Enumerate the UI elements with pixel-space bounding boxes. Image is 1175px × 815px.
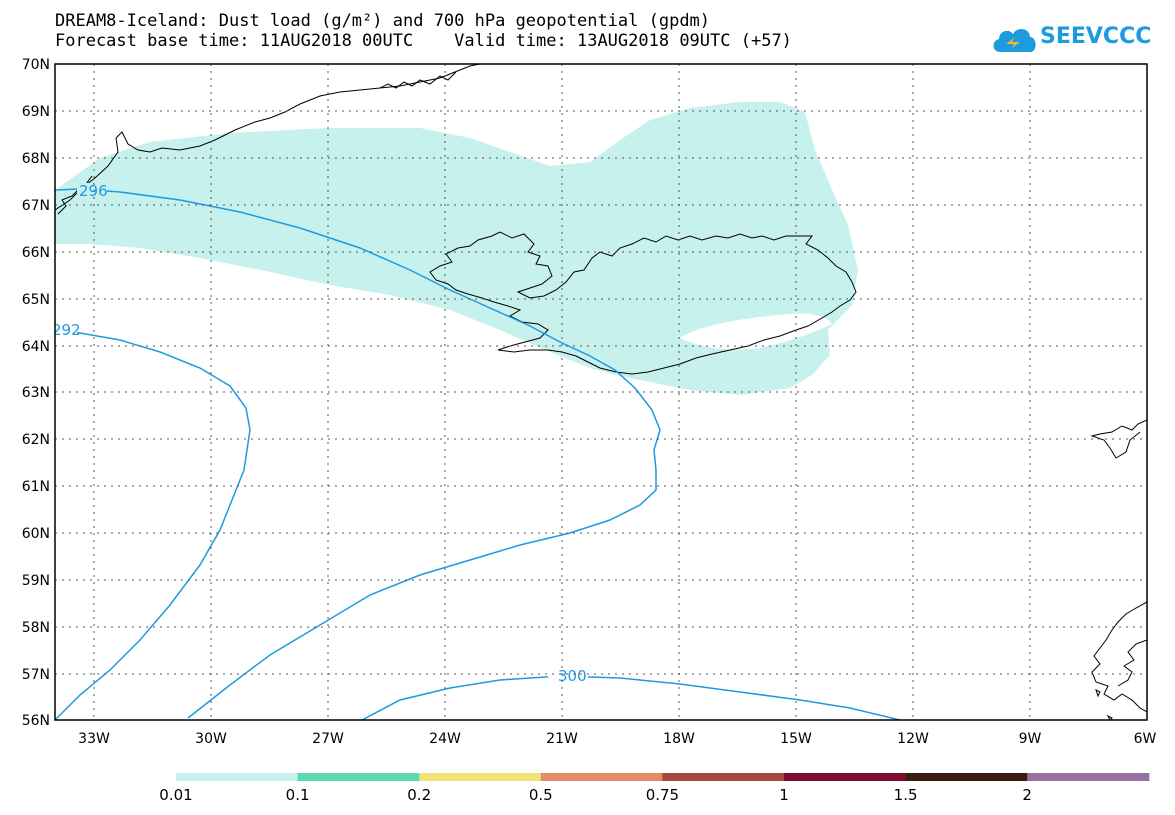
seevccc-logo: SEEVCCC (990, 22, 1165, 56)
lat-label-67n: 67N (22, 198, 50, 214)
contour-label-300: 300 (558, 667, 587, 685)
contour-292 (55, 329, 251, 720)
iceland-coastline (429, 231, 857, 375)
grid-lines (55, 64, 1147, 720)
scotland-coastline (1091, 601, 1147, 713)
lon-label-9w: 9W (1019, 731, 1042, 747)
latitude-labels: 70N 69N 68N 67N 66N 65N 64N 63N 62N 61N … (22, 57, 50, 729)
logo-text: SEEVCCC (1040, 24, 1152, 49)
colorbar-swatch-6 (905, 773, 1028, 781)
lat-label-60n: 60N (22, 526, 50, 542)
map-frame (54, 63, 1148, 721)
lat-label-62n: 62N (22, 432, 50, 448)
lat-label-65n: 65N (22, 292, 50, 308)
colorbar-label-7: 2 (1022, 786, 1032, 804)
colorbar-label-6: 1.5 (894, 786, 918, 804)
colorbar-swatch-4 (662, 773, 785, 781)
colorbar-label-3: 0.5 (529, 786, 553, 804)
contour-label-292: 292 (52, 321, 81, 339)
contour-300 (361, 675, 901, 720)
lon-label-12w: 12W (897, 731, 929, 747)
colorbar-swatch-7 (1027, 773, 1150, 781)
colorbar-label-1: 0.1 (286, 786, 310, 804)
lon-label-30w: 30W (195, 731, 227, 747)
faroe-islands (1095, 689, 1113, 720)
colorbar-swatch-3 (540, 773, 663, 781)
lon-label-6w: 6W (1134, 731, 1157, 747)
lon-label-24w: 24W (429, 731, 461, 747)
lat-label-56n: 56N (22, 713, 50, 729)
lat-label-68n: 68N (22, 151, 50, 167)
lon-label-21w: 21W (546, 731, 578, 747)
longitude-labels: 33W 30W 27W 24W 21W 18W 15W 12W 9W 6W (78, 731, 1156, 747)
greenland-coastline (55, 64, 481, 211)
colorbar-label-5: 1 (779, 786, 789, 804)
lon-label-27w: 27W (312, 731, 344, 747)
colorbar-swatch-2 (419, 773, 542, 781)
cloud-icon (993, 28, 1036, 52)
lat-label-64n: 64N (22, 339, 50, 355)
colorbar-label-4: 0.75 (646, 786, 679, 804)
forecast-time-subtitle: Forecast base time: 11AUG2018 00UTC Vali… (55, 31, 792, 51)
colorbar: 0.01 0.1 0.2 0.5 0.75 1 1.5 2 (159, 773, 1150, 804)
lat-label-66n: 66N (22, 245, 50, 261)
contour-296 (55, 188, 661, 719)
lat-label-57n: 57N (22, 667, 50, 683)
lon-label-33w: 33W (78, 731, 110, 747)
colorbar-label-0: 0.01 (159, 786, 192, 804)
colorbar-swatch-0 (176, 773, 299, 781)
lat-label-58n: 58N (22, 620, 50, 636)
colorbar-swatch-1 (297, 773, 420, 781)
lat-label-69n: 69N (22, 104, 50, 120)
lat-label-61n: 61N (22, 479, 50, 495)
lon-label-18w: 18W (663, 731, 695, 747)
dust-gap (680, 313, 832, 350)
colorbar-swatch-5 (784, 773, 907, 781)
colorbar-label-2: 0.2 (407, 786, 431, 804)
lat-label-63n: 63N (22, 385, 50, 401)
lat-label-59n: 59N (22, 573, 50, 589)
lon-label-15w: 15W (780, 731, 812, 747)
lat-label-70n: 70N (22, 57, 50, 73)
map-title: DREAM8-Iceland: Dust load (g/m²) and 700… (55, 11, 711, 31)
contour-label-296: 296 (79, 182, 108, 200)
norway-coastline (1090, 419, 1147, 459)
